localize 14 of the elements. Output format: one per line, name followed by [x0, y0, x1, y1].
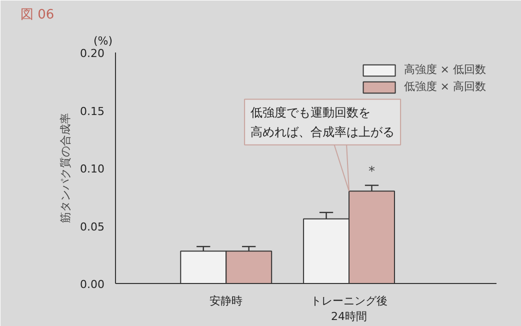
y-tick-label: 0.00 [80, 278, 105, 291]
annotation: 低強度でも運動回数を高めれば、合成率は上がる [250, 105, 395, 139]
x-tick-label: 安静時 [210, 294, 243, 308]
legend-label: 高強度 × 低回数 [404, 62, 486, 77]
y-tick-label: 0.20 [80, 47, 105, 60]
legend-label: 低強度 × 高回数 [404, 79, 486, 94]
y-axis-title: 筋タンパク質の合成率 [59, 113, 72, 223]
x-tick-label: トレーニング後 24時間 [310, 294, 388, 324]
annotation: * [368, 164, 376, 180]
y-tick-label: 0.05 [80, 220, 105, 234]
y-tick-label: 0.15 [80, 104, 105, 118]
chart-title: 図 06 [20, 8, 54, 22]
y-tick-label: 0.10 [80, 162, 105, 176]
text: (%) [94, 34, 113, 48]
